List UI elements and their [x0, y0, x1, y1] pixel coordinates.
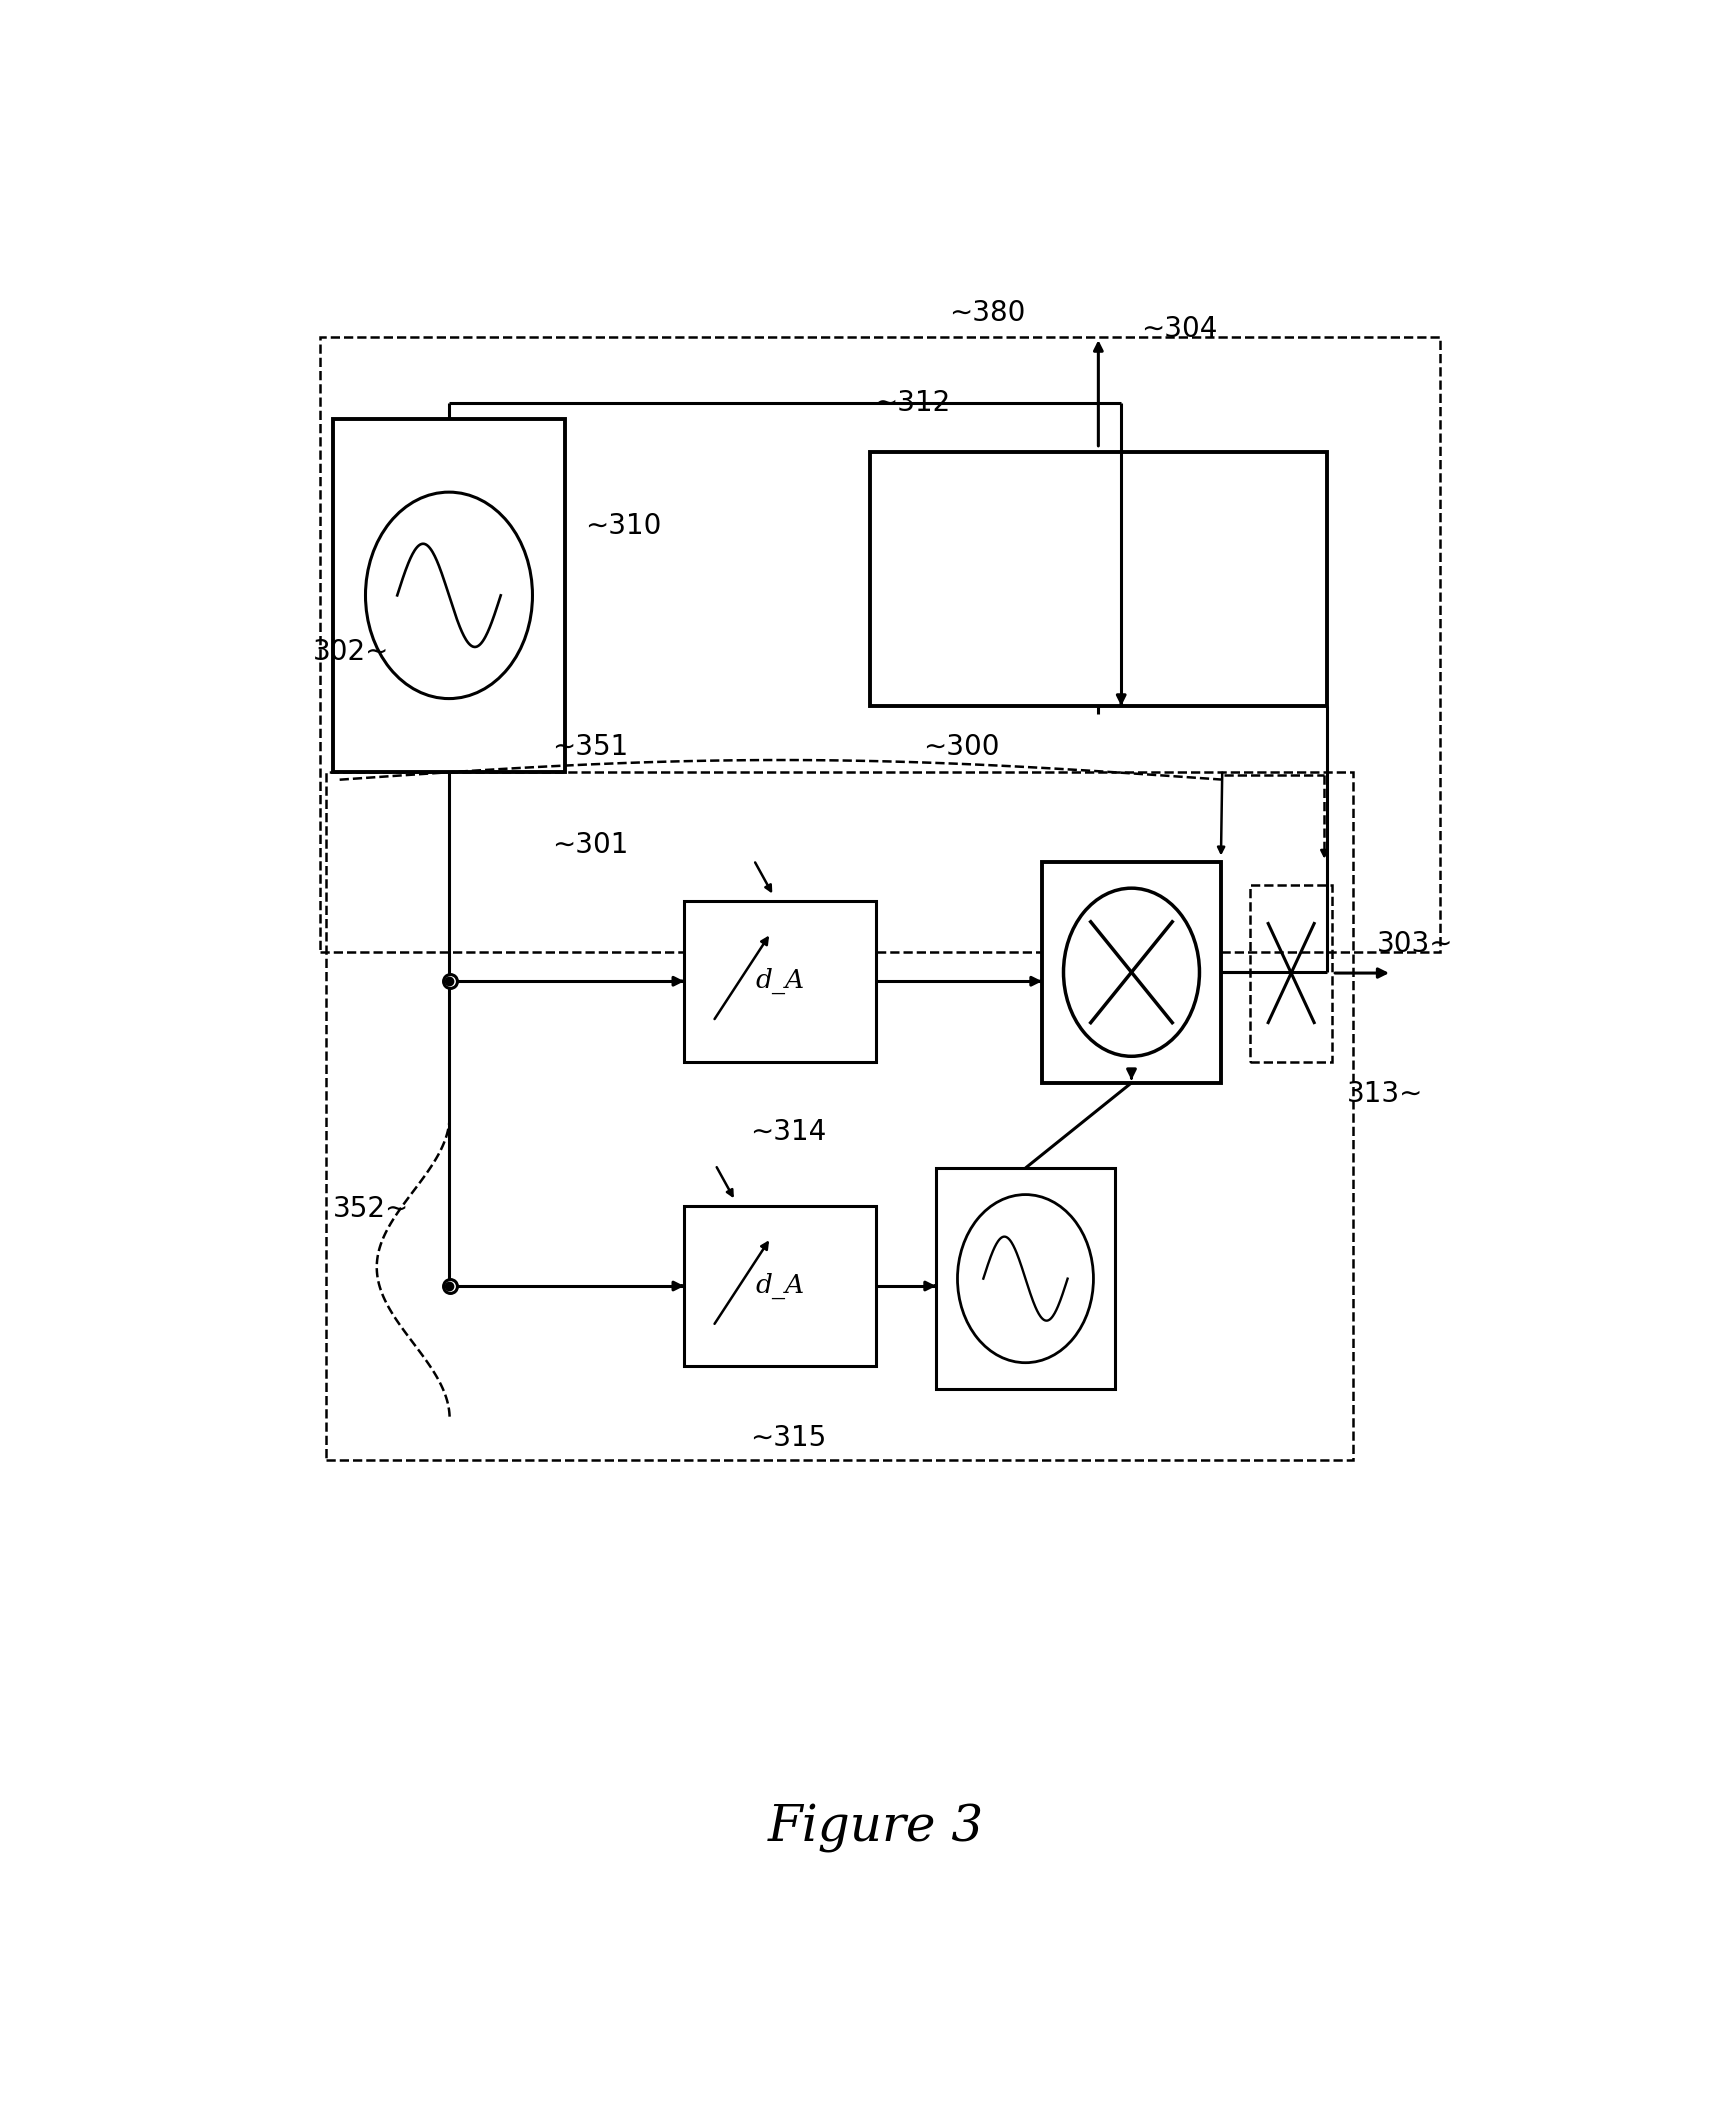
Text: 303∼: 303∼	[1377, 930, 1454, 958]
Text: ∼312: ∼312	[874, 389, 951, 417]
Text: ∼314: ∼314	[751, 1117, 826, 1147]
Bar	[684, 1207, 877, 1366]
Text: Figure 3: Figure 3	[768, 1805, 985, 1853]
Circle shape	[366, 492, 532, 698]
Bar	[684, 900, 877, 1062]
Text: d_A: d_A	[756, 1273, 805, 1298]
Bar	[1250, 885, 1332, 1062]
Text: 302∼: 302∼	[313, 638, 390, 666]
Circle shape	[958, 1194, 1093, 1362]
Bar	[870, 451, 1327, 706]
Text: ∼380: ∼380	[949, 298, 1026, 328]
Bar	[333, 419, 564, 772]
Text: ∼300: ∼300	[923, 732, 999, 762]
Text: 313∼: 313∼	[1347, 1081, 1423, 1109]
Text: ∼304: ∼304	[1142, 315, 1218, 343]
Circle shape	[1064, 887, 1199, 1055]
Bar	[1041, 862, 1221, 1083]
Bar	[327, 772, 1354, 1460]
Text: ∼351: ∼351	[552, 732, 628, 762]
Bar	[320, 338, 1440, 951]
Text: ∼310: ∼310	[585, 511, 662, 541]
Text: d_A: d_A	[756, 968, 805, 994]
Text: ∼301: ∼301	[552, 832, 628, 860]
Text: 352∼: 352∼	[333, 1196, 409, 1224]
Bar	[935, 1168, 1115, 1390]
Text: ∼315: ∼315	[751, 1424, 826, 1453]
